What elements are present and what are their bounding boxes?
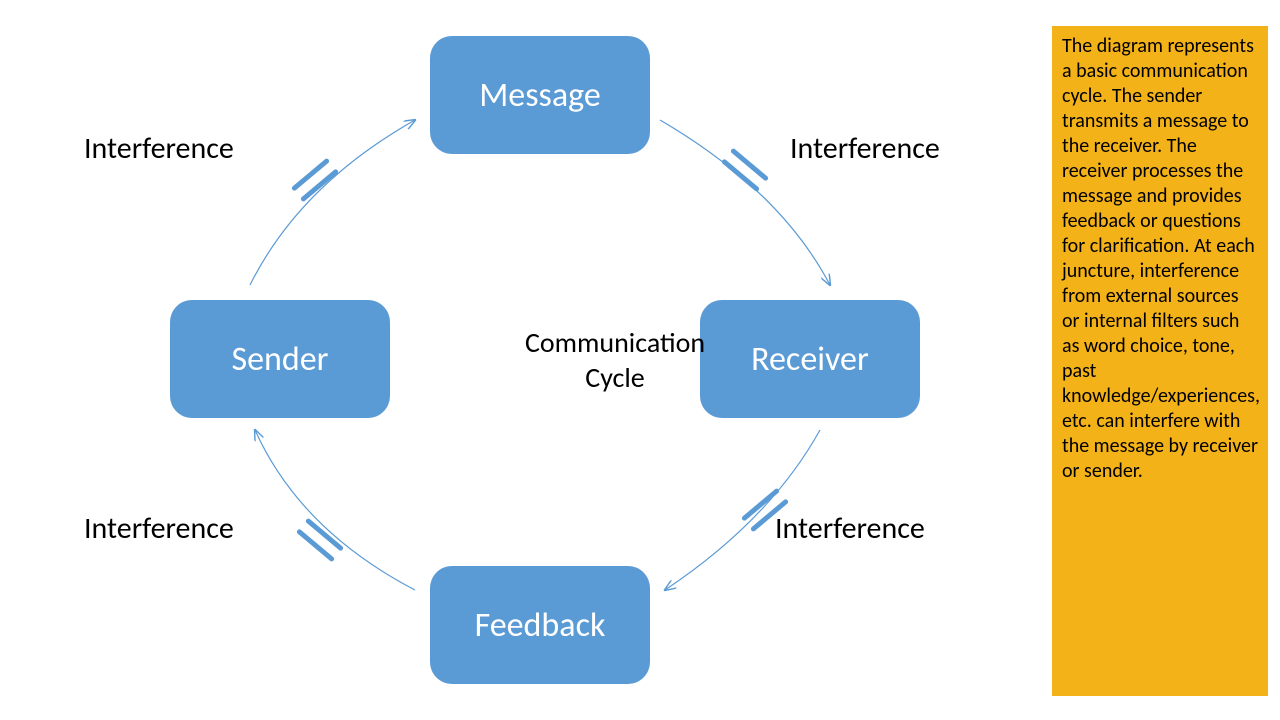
arrow-feedback-to-sender [255,430,415,590]
interference-label-text: Interference [84,510,234,547]
node-label: Message [479,75,601,116]
node-label: Sender [231,339,328,380]
center-label: Communication Cycle [505,320,725,400]
interference-mark [294,161,326,188]
node-receiver: Receiver [700,300,920,418]
interference-label-text: Interference [790,130,940,167]
node-feedback: Feedback [430,566,650,684]
interference-label: Interference [775,510,925,547]
interference-label: Interference [84,510,234,547]
interference-mark [724,162,756,189]
node-label: Receiver [751,339,869,380]
node-message: Message [430,36,650,154]
interference-mark [308,521,340,548]
interference-mark [303,172,335,199]
description-panel: The diagram represents a basic communica… [1052,26,1268,696]
interference-label: Interference [84,130,234,167]
interference-label-text: Interference [775,510,925,547]
interference-mark [299,532,331,559]
description-text: The diagram represents a basic communica… [1062,34,1260,483]
interference-label: Interference [790,130,940,167]
interference-mark [733,151,765,178]
node-sender: Sender [170,300,390,418]
arrow-sender-to-message [250,120,415,285]
interference-mark [744,491,776,518]
center-label-text: Communication Cycle [505,325,725,395]
interference-label-text: Interference [84,130,234,167]
node-label: Feedback [475,605,606,646]
